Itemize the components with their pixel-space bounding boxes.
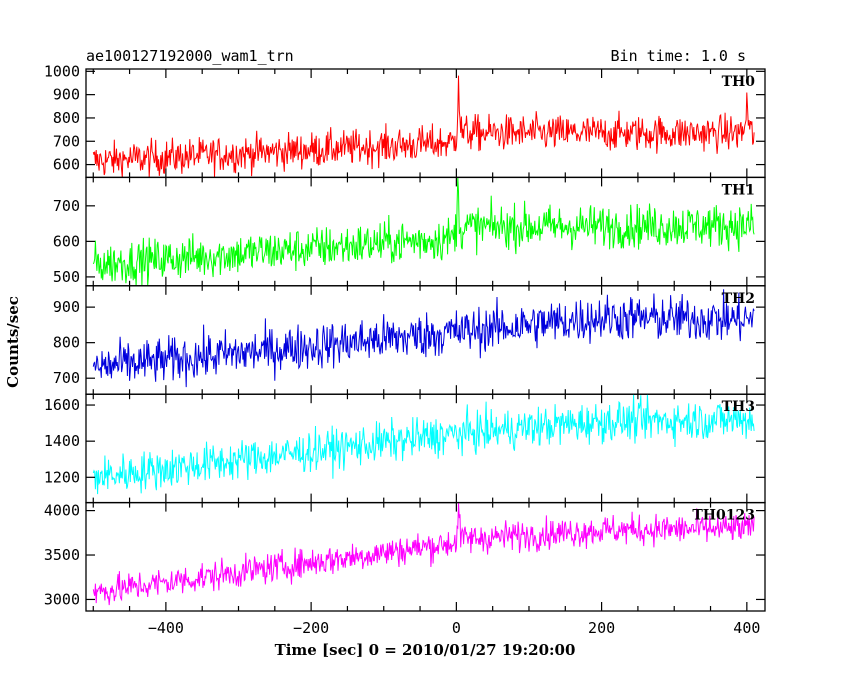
y-tick-label: 700 bbox=[53, 197, 80, 215]
y-tick-label: 700 bbox=[53, 132, 80, 150]
y-tick-label: 3000 bbox=[44, 590, 80, 608]
y-tick-label: 800 bbox=[53, 334, 80, 352]
panel-th1: 500 600 700 TH1 bbox=[53, 176, 766, 287]
x-tick-label: −200 bbox=[293, 619, 329, 637]
panel-label-th0: TH0 bbox=[722, 74, 756, 90]
panel-th0123: 3000 3500 4000 TH0123 bbox=[44, 501, 766, 612]
series-th2 bbox=[92, 289, 755, 388]
y-tick-label: 3500 bbox=[44, 546, 80, 564]
panels-group: 600 700 800 900 1000 TH0 500 600 700 TH1 700 800 900… bbox=[44, 62, 766, 637]
panel-label-th1: TH1 bbox=[722, 182, 755, 198]
x-tick-label: 400 bbox=[733, 619, 760, 637]
series-th0123 bbox=[92, 502, 755, 606]
bin-time-label: Bin time: 1.0 s bbox=[611, 47, 746, 65]
x-tick-label: 200 bbox=[588, 619, 615, 637]
panel-th3: 1200 1400 1600 TH3 bbox=[44, 393, 766, 504]
x-axis-label: Time [sec] 0 = 2010/01/27 19:20:00 bbox=[275, 641, 576, 659]
panel-label-th3: TH3 bbox=[722, 399, 755, 415]
series-th3 bbox=[92, 394, 755, 495]
plot-title: ae100127192000_wam1_trn bbox=[86, 47, 294, 65]
series-th1 bbox=[92, 177, 755, 286]
y-tick-label: 700 bbox=[53, 369, 80, 387]
y-tick-label: 1200 bbox=[44, 468, 80, 486]
x-tick-label: 0 bbox=[452, 619, 461, 637]
panel-label-th0123: TH0123 bbox=[692, 508, 755, 524]
panel-th2: 700 800 900 TH2 bbox=[53, 285, 766, 395]
y-tick-label: 600 bbox=[53, 156, 80, 174]
y-tick-label: 500 bbox=[53, 268, 80, 286]
panel-th0: 600 700 800 900 1000 TH0 bbox=[44, 62, 766, 179]
y-tick-label: 800 bbox=[53, 109, 80, 127]
y-tick-label: 1000 bbox=[44, 62, 80, 80]
y-tick-label: 900 bbox=[53, 298, 80, 316]
y-tick-label: 1600 bbox=[44, 396, 80, 414]
y-tick-label: 4000 bbox=[44, 502, 80, 520]
panel-frame bbox=[85, 393, 766, 504]
panel-frame bbox=[85, 501, 766, 612]
y-tick-label: 900 bbox=[53, 86, 80, 104]
y-tick-label: 600 bbox=[53, 232, 80, 250]
y-tick-label: 1400 bbox=[44, 432, 80, 450]
y-axis-label: Counts/sec bbox=[4, 296, 22, 388]
panel-label-th2: TH2 bbox=[722, 291, 755, 307]
series-th0 bbox=[92, 75, 755, 178]
x-tick-label: −400 bbox=[148, 619, 184, 637]
